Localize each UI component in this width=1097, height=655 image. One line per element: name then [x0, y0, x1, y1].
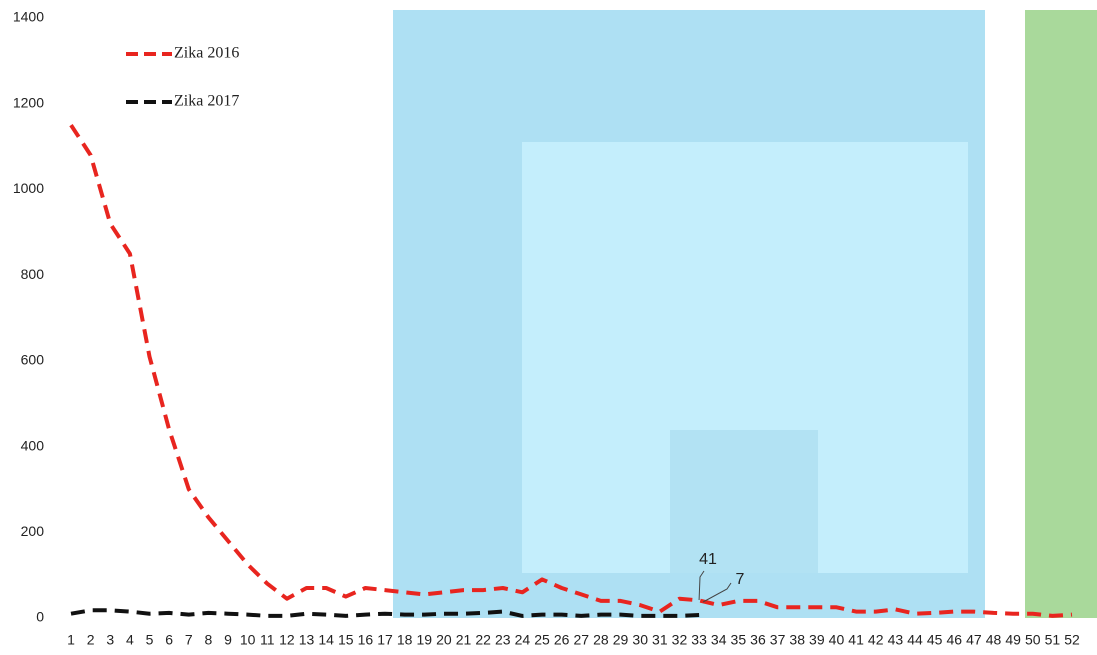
y-tick-label: 600: [21, 352, 45, 368]
x-tick-label: 48: [986, 632, 1002, 648]
background-region: [1025, 10, 1097, 618]
x-tick-label: 14: [318, 632, 334, 648]
x-tick-label: 33: [691, 632, 707, 648]
x-tick-label: 18: [397, 632, 413, 648]
x-tick-label: 17: [377, 632, 393, 648]
x-tick-label: 10: [240, 632, 256, 648]
line-series: [69, 124, 1073, 618]
x-tick-label: 25: [534, 632, 550, 648]
legend-label: Zika 2017: [174, 93, 239, 110]
x-tick-label: 11: [260, 632, 275, 648]
x-tick-label: 4: [126, 632, 134, 648]
x-tick-label: 44: [907, 632, 923, 648]
y-tick-label: 0: [36, 609, 44, 625]
x-tick-label: 12: [279, 632, 295, 648]
x-tick-label: 13: [299, 632, 315, 648]
x-tick-label: 26: [554, 632, 570, 648]
x-tick-label: 41: [848, 632, 864, 648]
annotation: 41: [699, 551, 717, 568]
x-tick-label: 46: [946, 632, 962, 648]
x-tick-label: 43: [888, 632, 904, 648]
x-tick-label: 21: [456, 632, 472, 648]
x-tick-label: 40: [829, 632, 845, 648]
y-tick-label: 800: [21, 266, 45, 282]
y-tick-label: 1000: [13, 180, 44, 196]
x-tick-label: 38: [789, 632, 805, 648]
x-tick-label: 20: [436, 632, 452, 648]
legend-label: Zika 2016: [174, 45, 239, 62]
x-tick-label: 9: [224, 632, 232, 648]
x-tick-label: 5: [146, 632, 154, 648]
x-tick-label: 23: [495, 632, 511, 648]
x-tick-label: 35: [731, 632, 747, 648]
x-tick-label: 15: [338, 632, 354, 648]
x-tick-label: 49: [1005, 632, 1021, 648]
x-tick-label: 36: [750, 632, 766, 648]
y-tick-label: 1200: [13, 94, 44, 110]
x-tick-label: 37: [770, 632, 786, 648]
annotation: 7: [736, 571, 745, 588]
x-tick-label: 8: [204, 632, 212, 648]
x-tick-label: 51: [1045, 632, 1061, 648]
x-tick-label: 28: [593, 632, 609, 648]
x-tick-label: 52: [1064, 632, 1080, 648]
x-tick-label: 16: [358, 632, 374, 648]
x-tick-label: 34: [711, 632, 727, 648]
x-tick-label: 45: [927, 632, 943, 648]
annotation-leader: [698, 570, 705, 601]
line-series: [70, 608, 700, 618]
x-tick-label: 31: [652, 632, 668, 648]
background-region: [670, 430, 818, 573]
x-tick-label: 22: [475, 632, 491, 648]
x-tick-label: 19: [417, 632, 433, 648]
x-tick-label: 50: [1025, 632, 1041, 648]
x-tick-label: 29: [613, 632, 629, 648]
x-tick-label: 6: [165, 632, 173, 648]
x-tick-label: 1: [67, 632, 75, 648]
x-tick-label: 32: [672, 632, 688, 648]
x-tick-label: 27: [574, 632, 590, 648]
annotation-leader: [702, 582, 732, 603]
x-tick-label: 30: [632, 632, 648, 648]
x-tick-label: 7: [185, 632, 193, 648]
x-tick-label: 39: [809, 632, 825, 648]
x-tick-label: 47: [966, 632, 982, 648]
x-tick-label: 42: [868, 632, 884, 648]
x-tick-label: 2: [87, 632, 95, 648]
y-tick-label: 200: [21, 523, 45, 539]
y-tick-label: 1400: [13, 9, 44, 25]
x-tick-label: 24: [515, 632, 531, 648]
x-tick-label: 3: [106, 632, 114, 648]
y-tick-label: 400: [21, 437, 45, 453]
